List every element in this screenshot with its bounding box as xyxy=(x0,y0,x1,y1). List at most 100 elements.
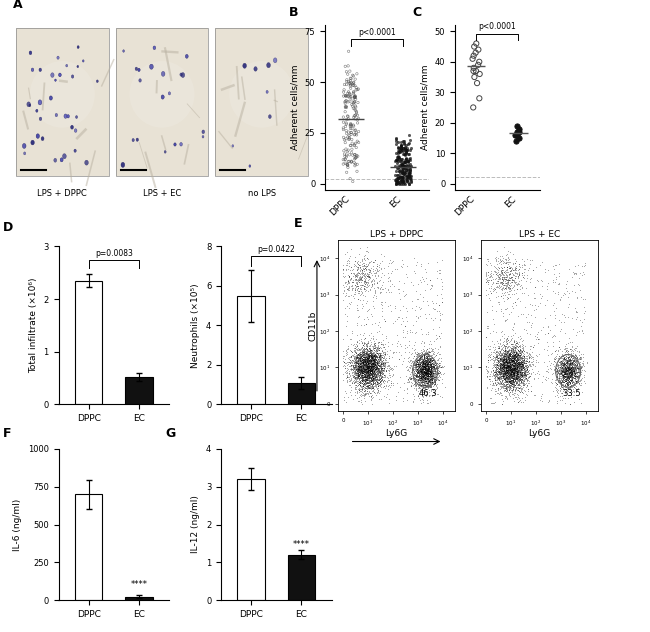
Point xyxy=(366,264,376,274)
Point xyxy=(526,364,537,374)
Point xyxy=(343,368,353,379)
Point xyxy=(353,349,363,359)
Point xyxy=(504,269,514,279)
Point xyxy=(359,356,369,367)
Point xyxy=(569,350,580,360)
Point xyxy=(519,354,529,364)
Point xyxy=(566,362,576,372)
Point xyxy=(414,353,424,363)
Point xyxy=(384,382,395,392)
Point xyxy=(359,359,369,369)
Point xyxy=(572,353,582,363)
Point xyxy=(419,356,430,366)
Point xyxy=(425,358,436,368)
Point xyxy=(419,385,429,395)
Point xyxy=(415,371,425,381)
Point xyxy=(504,370,515,380)
Point xyxy=(378,353,389,363)
Point xyxy=(503,331,514,341)
Point xyxy=(502,280,512,290)
Point xyxy=(361,259,371,269)
Point xyxy=(502,362,512,372)
Point xyxy=(510,371,521,381)
Point xyxy=(368,344,378,354)
Point xyxy=(414,370,424,380)
Point xyxy=(350,373,360,383)
Point xyxy=(409,360,419,370)
Point xyxy=(424,371,434,381)
Point xyxy=(359,355,370,365)
Point xyxy=(508,355,519,365)
Point xyxy=(362,366,372,376)
Point xyxy=(346,348,357,358)
Point xyxy=(417,367,428,377)
Point xyxy=(566,380,576,391)
Point xyxy=(508,367,519,377)
Point xyxy=(356,280,366,290)
Point xyxy=(352,345,362,355)
Point xyxy=(571,268,581,278)
Point xyxy=(510,365,520,375)
Point xyxy=(417,354,428,364)
Point xyxy=(422,365,433,375)
Point xyxy=(361,365,371,375)
Point xyxy=(565,379,575,389)
Point xyxy=(348,112,359,123)
Point xyxy=(375,348,385,358)
Point xyxy=(341,66,352,76)
Point xyxy=(369,374,379,384)
Point xyxy=(376,249,386,259)
Point xyxy=(571,366,582,376)
Point xyxy=(499,365,509,375)
Point xyxy=(350,161,360,171)
Point xyxy=(499,360,510,370)
Point xyxy=(572,359,582,369)
Point xyxy=(361,360,371,370)
Point xyxy=(574,365,584,375)
Point xyxy=(499,368,509,378)
Point xyxy=(510,345,520,355)
Point xyxy=(367,351,378,362)
Point xyxy=(474,94,484,104)
Point xyxy=(560,368,571,379)
Point xyxy=(365,356,376,367)
Point xyxy=(426,363,437,374)
Point xyxy=(411,311,422,321)
Point xyxy=(361,377,371,387)
Point xyxy=(426,366,436,376)
Point xyxy=(558,367,569,377)
Point xyxy=(500,377,510,387)
Point xyxy=(569,379,579,389)
Point xyxy=(493,343,503,353)
Point xyxy=(489,362,499,372)
Point xyxy=(500,370,510,380)
Point xyxy=(422,354,433,364)
Point xyxy=(571,370,582,380)
Point xyxy=(420,360,430,370)
Point xyxy=(575,361,586,371)
Point xyxy=(354,338,364,348)
Point xyxy=(360,376,370,386)
Point xyxy=(575,352,585,362)
Point xyxy=(554,351,564,361)
Point xyxy=(532,334,543,344)
Point xyxy=(383,284,393,295)
Point xyxy=(357,370,367,380)
Point xyxy=(562,379,572,389)
Point xyxy=(495,351,505,361)
Point xyxy=(417,384,428,394)
Point xyxy=(362,355,372,365)
Point xyxy=(506,366,517,376)
Point xyxy=(420,353,430,363)
Point xyxy=(360,344,370,355)
Point xyxy=(495,369,506,379)
Point xyxy=(560,372,570,382)
Point xyxy=(422,374,433,384)
Point xyxy=(551,384,561,394)
Point xyxy=(506,366,517,376)
Point xyxy=(367,372,378,382)
Point xyxy=(359,360,370,370)
Point xyxy=(521,351,532,361)
Point xyxy=(374,367,385,377)
Point xyxy=(506,339,516,349)
